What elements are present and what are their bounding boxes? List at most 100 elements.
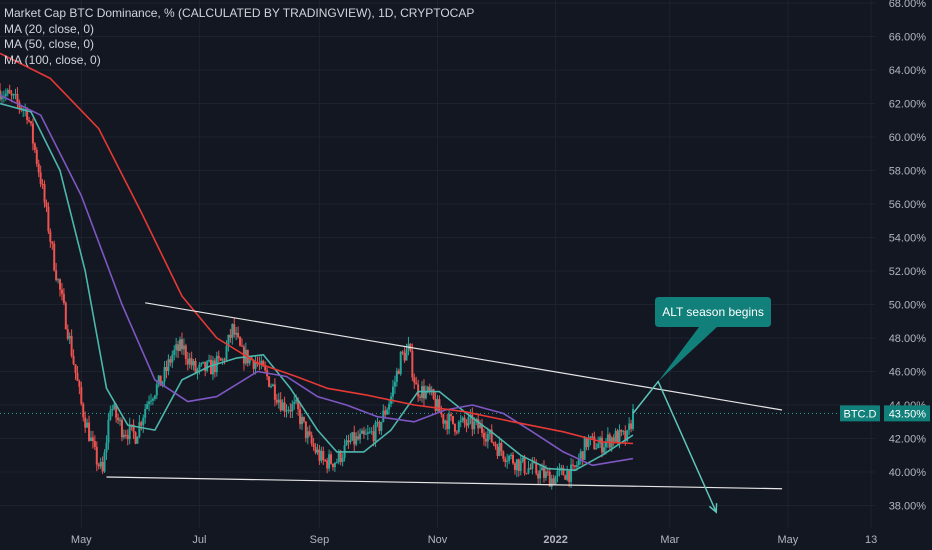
candle-body (496, 446, 499, 456)
candle-body (550, 478, 553, 487)
candle-body (171, 354, 174, 363)
candle-body (564, 475, 567, 480)
candle-body (314, 446, 317, 453)
price-axis[interactable]: 38.00%40.00%42.00%44.00%46.00%48.00%50.0… (889, 0, 927, 513)
candle-body (16, 94, 19, 103)
candle-body (490, 429, 493, 443)
callout-label: ALT season begins (662, 305, 764, 319)
grid-layer (0, 0, 875, 528)
candle-body (513, 463, 516, 471)
y-tick-label: 38.00% (889, 501, 927, 513)
symbol-badge-bg (840, 405, 880, 422)
candle-body (451, 415, 454, 424)
candle-body (89, 437, 92, 441)
candle-body (444, 420, 447, 424)
candle-body (306, 431, 309, 438)
candle-body (320, 451, 323, 461)
candle-body (405, 349, 408, 361)
candle-body (393, 381, 396, 387)
candle-body (531, 462, 534, 469)
candle-body (144, 409, 147, 418)
candle-body (519, 461, 522, 472)
candle-body (457, 422, 460, 433)
candle-body (606, 434, 609, 442)
candle-body (192, 361, 195, 366)
x-tick-label: May (777, 534, 798, 546)
candle-body (177, 344, 180, 351)
candle-body (167, 359, 170, 371)
candle-body (289, 409, 292, 412)
x-tick-label: 13 (865, 534, 877, 546)
candle-body (229, 334, 232, 338)
callout-bubble[interactable] (655, 297, 771, 382)
candle-body (124, 434, 127, 436)
candle-body (134, 432, 137, 444)
candle-body (535, 462, 538, 474)
candle-body (180, 339, 183, 350)
candle-body (165, 367, 168, 371)
legend-ma50: MA (50, close, 0) (4, 37, 95, 51)
candle-body (99, 461, 102, 467)
candle-body (504, 458, 507, 462)
candle-body (440, 412, 443, 415)
candle-body (72, 355, 75, 365)
candle-body (403, 352, 406, 361)
candle-body (515, 459, 518, 471)
candle-body (486, 434, 489, 442)
ma20-line (0, 102, 634, 472)
candle-body (12, 94, 15, 96)
candle-body (175, 344, 178, 351)
candle-body (157, 375, 160, 385)
candle-body (221, 359, 224, 361)
y-tick-label: 52.00% (889, 266, 927, 278)
candle-body (622, 431, 625, 433)
candle-body (223, 359, 226, 361)
candle-body (173, 350, 176, 355)
candle-body (554, 476, 557, 485)
candle-body (357, 436, 360, 440)
candle-body (39, 172, 42, 184)
candle-body (521, 457, 524, 462)
candle-body (608, 434, 611, 448)
candle-body (560, 467, 563, 469)
candle-body (240, 345, 243, 347)
candle-body (411, 350, 414, 378)
candle-body (322, 451, 325, 461)
candle-body (281, 402, 284, 411)
candle-body (546, 471, 549, 473)
candle-body (270, 386, 273, 388)
y-tick-label: 54.00% (889, 233, 927, 245)
candle-body (345, 440, 348, 446)
candle-body (302, 416, 305, 422)
y-tick-label: 48.00% (889, 333, 927, 345)
moving-averages-layer (0, 52, 634, 472)
time-axis[interactable]: May Jul Sep Nov 2022 Mar May 13 (71, 534, 877, 546)
candle-body (29, 121, 32, 124)
alt-season-callout[interactable]: ALT season begins (655, 297, 771, 382)
candle-body (397, 370, 400, 375)
candle-body (573, 465, 576, 467)
candle-body (419, 396, 422, 398)
candle-body (316, 449, 319, 453)
candle-body (161, 381, 164, 386)
candle-body (523, 457, 526, 474)
candle-body (217, 355, 220, 359)
candle-body (620, 429, 623, 432)
y-tick-label: 68.00% (889, 0, 927, 10)
candles-layer (0, 83, 635, 490)
candle-body (45, 202, 48, 207)
x-tick-label: Nov (428, 534, 448, 546)
candle-body (488, 429, 491, 435)
upper-trendline[interactable] (145, 302, 783, 411)
x-tick-label: Mar (660, 534, 679, 546)
candle-body (57, 279, 60, 281)
candle-body (95, 446, 98, 465)
lower-trendline[interactable] (106, 476, 783, 490)
candle-body (442, 414, 445, 424)
candle-body (194, 361, 197, 373)
candle-body (151, 398, 154, 401)
candle-body (370, 431, 373, 433)
candle-body (163, 367, 166, 382)
candle-body (111, 408, 114, 411)
